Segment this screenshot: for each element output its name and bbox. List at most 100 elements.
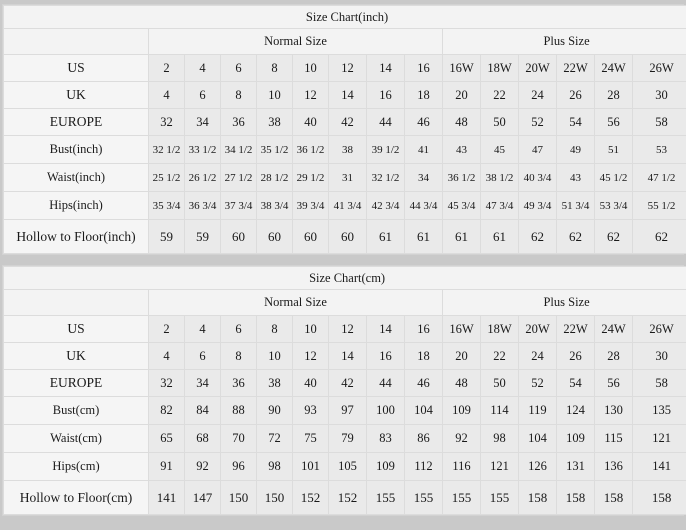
cell: 56: [594, 369, 633, 397]
cell: 35 3/4: [148, 191, 185, 220]
cell: 38: [256, 108, 293, 136]
cell: 45 3/4: [442, 191, 481, 220]
cell: 8: [220, 81, 257, 109]
cell: 121: [480, 452, 519, 481]
cell: 16: [404, 54, 443, 82]
cell: 38: [328, 135, 367, 164]
cell: 44: [366, 108, 405, 136]
row-label-uk-cm: UK: [3, 342, 149, 370]
cell: 41: [404, 135, 443, 164]
table-row: UK 4 6 8 10 12 14 16 18 20 22 24 26 28 3…: [3, 81, 686, 109]
cell: 70: [220, 424, 257, 453]
cell: 155: [442, 480, 481, 515]
cell: 50: [480, 369, 519, 397]
cell: 158: [594, 480, 633, 515]
cell: 25 1/2: [148, 163, 185, 192]
cell: 32: [148, 369, 185, 397]
cell: 79: [328, 424, 367, 453]
cell: 59: [184, 219, 221, 254]
cell: 2: [148, 315, 185, 343]
cell: 53: [631, 135, 686, 164]
cell: 58: [631, 108, 686, 136]
cell: 43: [556, 163, 595, 192]
cell: 10: [256, 81, 293, 109]
group-normal-size-inch: Normal Size: [148, 28, 443, 55]
cell: 40 3/4: [518, 163, 557, 192]
cell: 90: [256, 396, 293, 425]
cell: 101: [292, 452, 329, 481]
cell: 4: [184, 54, 221, 82]
cell: 32 1/2: [366, 163, 405, 192]
cell: 47 3/4: [480, 191, 519, 220]
cell: 30: [631, 81, 686, 109]
table-row: Hollow to Floor(cm) 141 147 150 150 152 …: [3, 480, 686, 515]
cell: 65: [148, 424, 185, 453]
chart-title-inch: Size Chart(inch): [2, 5, 686, 29]
cell: 62: [631, 219, 686, 254]
cell: 60: [328, 219, 367, 254]
cell: 121: [631, 424, 686, 453]
cell: 83: [366, 424, 405, 453]
cell: 62: [594, 219, 633, 254]
cell: 20W: [518, 315, 557, 343]
cell: 109: [556, 424, 595, 453]
cell: 136: [594, 452, 633, 481]
cell: 100: [366, 396, 405, 425]
cell: 8: [220, 342, 257, 370]
row-label-us-inch: US: [3, 54, 149, 82]
cell: 14: [366, 315, 405, 343]
cell: 54: [556, 108, 595, 136]
cell: 39 1/2: [366, 135, 405, 164]
cell: 55 1/2: [631, 191, 686, 220]
table-row: US 2 4 6 8 10 12 14 16 16W 18W 20W 22W 2…: [3, 54, 686, 82]
cell: 48: [442, 108, 481, 136]
cell: 42: [328, 108, 367, 136]
cell: 22W: [556, 54, 595, 82]
cell: 60: [292, 219, 329, 254]
cell: 62: [556, 219, 595, 254]
table-row: EUROPE 32 34 36 38 40 42 44 46 48 50 52 …: [3, 108, 686, 136]
cell: 14: [366, 54, 405, 82]
cell: 44 3/4: [404, 191, 443, 220]
cell: 124: [556, 396, 595, 425]
cell: 6: [184, 342, 221, 370]
cell: 115: [594, 424, 633, 453]
cell: 61: [404, 219, 443, 254]
table-row: EUROPE 32 34 36 38 40 42 44 46 48 50 52 …: [3, 369, 686, 397]
row-label-europe-inch: EUROPE: [3, 108, 149, 136]
cell: 158: [518, 480, 557, 515]
row-label-bust-cm: Bust(cm): [3, 396, 149, 425]
cell: 16W: [442, 54, 481, 82]
cell: 104: [518, 424, 557, 453]
cell: 98: [256, 452, 293, 481]
group-blank-cm: [3, 289, 149, 316]
cell: 158: [556, 480, 595, 515]
cell: 152: [292, 480, 329, 515]
size-chart-inch-block: Size Chart(inch) Normal Size Plus Size U…: [2, 4, 686, 255]
cell: 36: [220, 369, 257, 397]
size-chart-cm-table: Size Chart(cm) Normal Size Plus Size US …: [2, 266, 686, 515]
cell: 27 1/2: [220, 163, 257, 192]
cell: 126: [518, 452, 557, 481]
row-label-waist-inch: Waist(inch): [3, 163, 149, 192]
cell: 32: [148, 108, 185, 136]
table-row: UK 4 6 8 10 12 14 16 18 20 22 24 26 28 3…: [3, 342, 686, 370]
cell: 12: [328, 315, 367, 343]
cell: 82: [148, 396, 185, 425]
cell: 96: [220, 452, 257, 481]
cell: 68: [184, 424, 221, 453]
cell: 45: [480, 135, 519, 164]
cell: 92: [442, 424, 481, 453]
cell: 50: [480, 108, 519, 136]
cell: 32 1/2: [148, 135, 185, 164]
cell: 97: [328, 396, 367, 425]
cell: 61: [442, 219, 481, 254]
cell: 105: [328, 452, 367, 481]
cell: 16: [366, 81, 405, 109]
cell: 54: [556, 369, 595, 397]
cell: 8: [256, 315, 293, 343]
cell: 12: [328, 54, 367, 82]
cell: 6: [220, 315, 257, 343]
cell: 93: [292, 396, 329, 425]
cell: 4: [184, 315, 221, 343]
